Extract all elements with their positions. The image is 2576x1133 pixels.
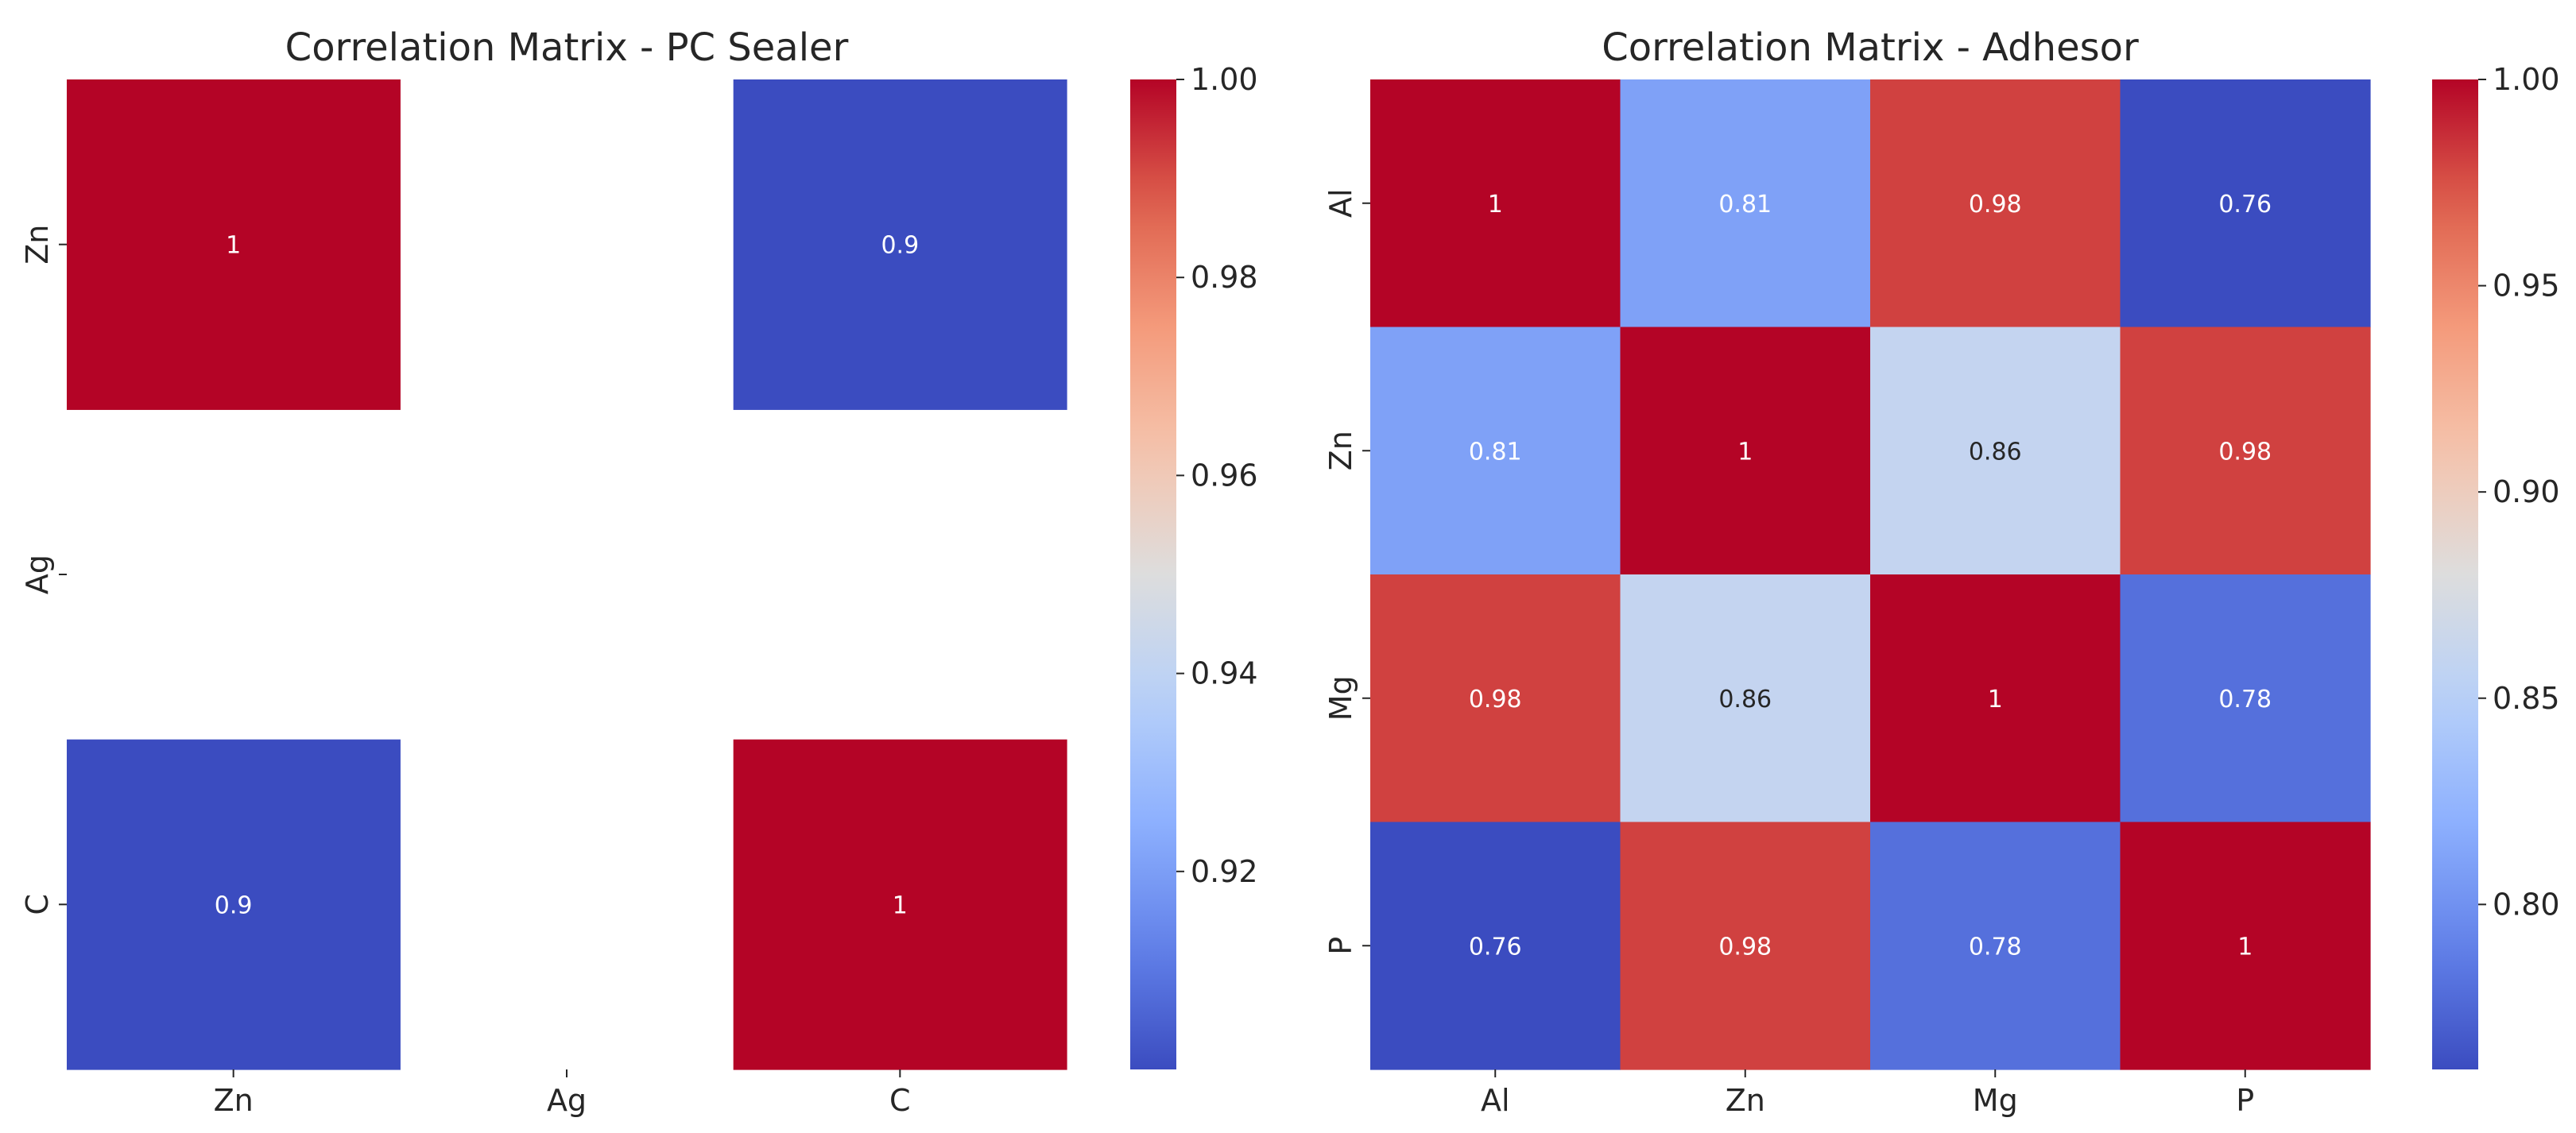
cell-label: 0.76 [1469,933,1522,961]
heatmap-cell [2120,574,2371,823]
x-tick-label: P [2236,1083,2254,1118]
cell-label: 1 [2237,933,2253,961]
cell-label: 1 [1988,686,2003,713]
heatmap-cell [67,739,401,1070]
x-tick-label: Ag [547,1083,587,1118]
cell-label: 0.98 [2218,438,2272,466]
heatmap-cell [1870,79,2121,328]
cell-label: 0.81 [1718,191,1772,218]
colorbar-tick-label: 1.00 [2493,62,2560,97]
cell-label: 0.98 [1969,191,2022,218]
heatmap-cell [733,79,1067,410]
colorbar-tick-label: 0.92 [1191,854,1258,889]
colorbar-tick-label: 0.85 [2493,681,2560,716]
cell-label: 0.78 [2218,686,2272,713]
colorbar-tick-label: 0.80 [2493,887,2560,922]
cell-label: 0.86 [1969,438,2022,466]
x-tick-label: Zn [214,1083,254,1118]
x-tick-label: Al [1481,1083,1510,1118]
colorbar [2432,79,2478,1069]
colorbar-tick-label: 0.95 [2493,269,2560,304]
colorbar [1130,79,1176,1069]
heatmap-cell [1370,822,1621,1070]
x-tick-label: C [889,1083,911,1118]
heatmap-2: Correlation Matrix - Adhesor 1 0.81 0.98 0.7… [1323,25,2560,1118]
y-tick-label: C [20,894,55,915]
colorbar-tick-label: 0.98 [1191,260,1258,295]
cell-label: 0.78 [1969,933,2022,961]
heatmap-cell [1370,327,1621,575]
heatmap-cell [2120,822,2371,1070]
cell-label: 0.86 [1718,686,1772,713]
colorbar-tick-label: 0.90 [2493,474,2560,509]
y-tick-label: Al [1323,188,1358,218]
cell-label: 1 [1737,438,1753,466]
colorbar-tick-label: 0.96 [1191,458,1258,493]
x-tick-label: Mg [1973,1083,2018,1118]
y-tick-label: Zn [1323,431,1358,470]
heatmap-cell [1370,79,1621,328]
y-tick-label: Ag [20,555,55,594]
chart-title: Correlation Matrix - Adhesor [1602,25,2139,70]
cell-label: 1 [1488,191,1503,218]
cell-label: 0.98 [1718,933,1772,961]
cell-label: 1 [226,232,241,260]
heatmap-cell [733,739,1067,1070]
heatmap-cell [1870,574,2121,823]
heatmap-cell [2120,327,2371,575]
colorbar-tick-label: 0.94 [1191,656,1258,691]
heatmap-cell [1620,822,1871,1070]
heatmap-cell [1870,822,2121,1070]
cell-label: 0.76 [2218,191,2272,218]
cell-label: 0.81 [1469,438,1522,466]
colorbar-tick-label: 1.00 [1191,62,1258,97]
x-tick-label: Zn [1726,1083,1765,1118]
y-tick-label: P [1323,937,1358,955]
chart-title: Correlation Matrix - PC Sealer [285,25,849,70]
heatmap-cell [67,79,401,410]
cell-label: 0.98 [1469,686,1522,713]
cell-label: 1 [893,891,908,919]
heatmap-cell [1620,327,1871,575]
heatmap-cell [1870,327,2121,575]
y-tick-label: Zn [20,225,55,265]
cell-label: 0.9 [881,232,919,260]
heatmap-cell [1620,574,1871,823]
cell-label: 0.9 [215,891,253,919]
heatmap-cell [2120,79,2371,328]
heatmap-cell [1620,79,1871,328]
heatmap-1: Correlation Matrix - PC Sealer 1 0.9 0.9 1 Zn… [20,25,1258,1118]
heatmap-cell [1370,574,1621,823]
y-tick-label: Mg [1323,675,1358,721]
